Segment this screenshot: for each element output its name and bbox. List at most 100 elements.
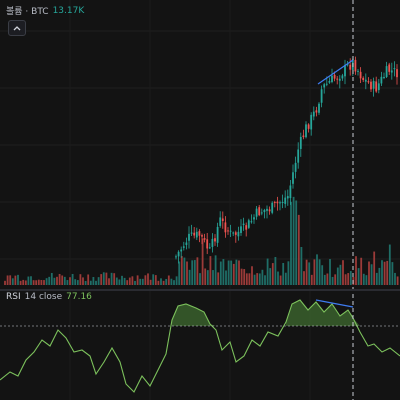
candle-body <box>245 225 248 230</box>
volume-bar <box>76 280 79 285</box>
candle-body <box>258 207 261 216</box>
volume-bar <box>339 264 342 285</box>
volume-bar <box>355 256 357 285</box>
candle-body <box>297 149 300 163</box>
volume-bar <box>6 275 9 285</box>
candle-body <box>185 242 188 245</box>
volume-bar <box>305 259 308 285</box>
candle-body <box>299 136 302 149</box>
candle-body <box>276 201 279 204</box>
volume-bar <box>347 273 350 285</box>
volume-bar <box>175 276 178 285</box>
volume-bar <box>292 196 295 285</box>
volume-bar <box>388 244 391 285</box>
volume-bar <box>290 201 292 285</box>
volume-bar <box>284 272 287 285</box>
volume-bar <box>183 257 186 285</box>
volume-bar <box>4 280 6 285</box>
candle-body <box>279 202 281 204</box>
volume-bar <box>310 274 313 285</box>
volume-bar <box>394 272 396 285</box>
candle-body <box>180 249 183 252</box>
volume-bar <box>368 261 370 285</box>
candle-body <box>370 81 372 90</box>
volume-bar <box>144 275 147 285</box>
volume-bar <box>154 275 157 285</box>
candle-body <box>219 217 222 226</box>
volume-bar <box>204 268 207 285</box>
volume-bar <box>30 276 32 285</box>
volume-bar <box>105 272 108 285</box>
volume-bar <box>373 251 376 285</box>
volume-bar <box>383 261 386 285</box>
volume-bar <box>287 261 290 285</box>
volume-bar <box>102 272 105 285</box>
candle-body <box>234 232 237 235</box>
candle-body <box>320 89 323 103</box>
volume-bar <box>277 271 279 285</box>
candle-body <box>393 68 396 70</box>
volume-bar <box>232 263 235 285</box>
rsi-legend-title: RSI <box>6 292 21 302</box>
volume-bar <box>253 274 256 285</box>
volume-bar <box>201 238 204 285</box>
volume-bar <box>84 280 87 285</box>
candle-body <box>271 202 274 213</box>
volume-bar <box>92 277 95 285</box>
candle-body <box>203 238 206 240</box>
volume-bar <box>178 261 181 285</box>
volume-bar <box>63 276 66 285</box>
candle-body <box>263 209 266 213</box>
price-trendline[interactable] <box>317 59 354 85</box>
volume-bar <box>165 278 168 285</box>
volume-bar <box>199 273 201 285</box>
candle-body <box>307 124 310 129</box>
candle-body <box>312 111 315 117</box>
volume-bar <box>326 273 329 285</box>
volume-bar <box>225 270 227 285</box>
volume-bar <box>152 274 155 285</box>
volume-bar <box>9 275 12 285</box>
volume-bar <box>82 277 84 285</box>
volume-bar <box>295 200 298 285</box>
volume-bar <box>196 257 199 285</box>
rsi-trendline[interactable] <box>315 299 354 308</box>
volume-bar <box>360 257 363 285</box>
volume-bar <box>173 280 175 285</box>
pane-divider[interactable] <box>0 289 400 291</box>
volume-bar <box>357 268 360 285</box>
volume-legend-title: 볼륨 · BTC <box>6 7 49 17</box>
candle-body <box>323 84 326 88</box>
candle-body <box>216 226 219 243</box>
volume-bar <box>162 280 165 285</box>
volume-bar <box>56 276 58 285</box>
candle-body <box>362 77 365 81</box>
volume-bar <box>266 258 269 285</box>
volume-bar <box>74 279 77 285</box>
candle-body <box>175 256 177 258</box>
candle-body <box>367 81 370 83</box>
collapse-legend-button[interactable] <box>8 20 26 36</box>
candle-body <box>214 238 216 242</box>
volume-bar <box>334 274 337 285</box>
volume-bar <box>248 273 251 285</box>
candle-body <box>182 246 185 248</box>
candle-body <box>250 221 253 223</box>
volume-bar <box>71 273 74 285</box>
candle-body <box>388 64 391 72</box>
volume-bar <box>37 279 40 285</box>
candle-body <box>232 232 235 234</box>
rsi-pane <box>0 299 400 393</box>
candle-body <box>247 220 250 228</box>
volume-bar <box>69 277 71 285</box>
candle-body <box>242 223 245 225</box>
candle-body <box>380 76 383 84</box>
candle-body <box>237 231 240 237</box>
candle-body <box>281 201 284 203</box>
volume-bar <box>243 269 246 285</box>
candle-body <box>364 79 367 82</box>
volume-bar <box>271 263 274 285</box>
volume-bar <box>113 273 116 285</box>
volume-bar <box>349 271 352 285</box>
